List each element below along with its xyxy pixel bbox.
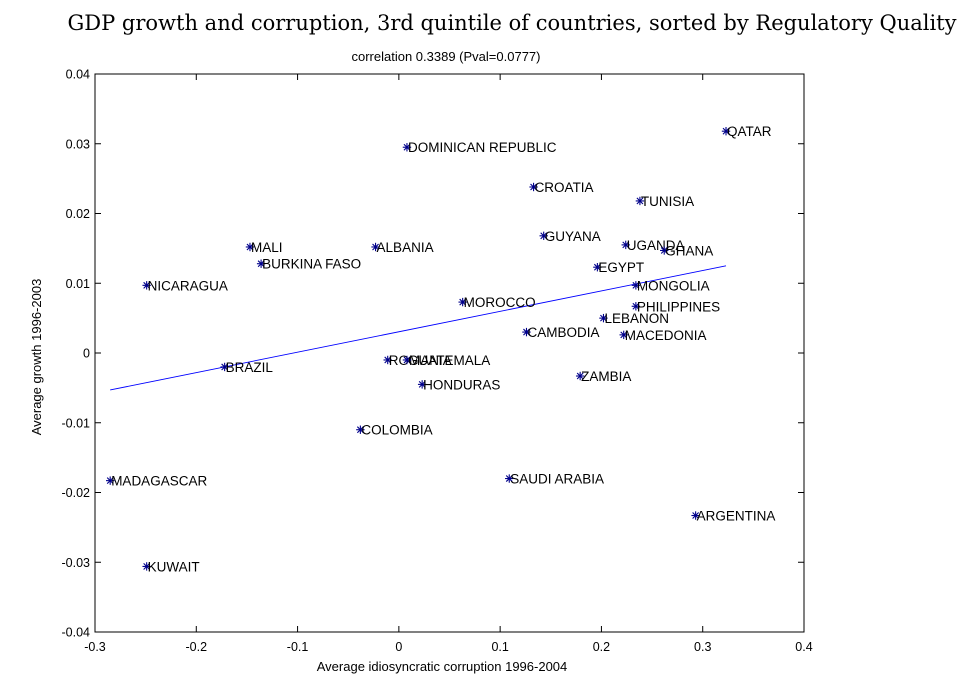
- point-label-lebanon: LEBANON: [604, 311, 669, 326]
- point-marker-tunisia: [635, 196, 645, 206]
- point-marker-burkina-faso: [256, 259, 266, 268]
- point-label-brazil: BRAZIL: [226, 360, 274, 375]
- point-marker-qatar: [721, 126, 731, 136]
- point-label-kuwait: KUWAIT: [148, 559, 200, 574]
- point-label-saudi-arabia: SAUDI ARABIA: [510, 472, 604, 487]
- point-marker-dominican-republic: [402, 143, 412, 152]
- y-tick-label: -0.03: [62, 556, 91, 570]
- point-label-zambia: ZAMBIA: [581, 369, 631, 384]
- point-label-madagascar: MADAGASCAR: [111, 474, 207, 489]
- point-label-macedonia: MACEDONIA: [625, 328, 707, 343]
- point-label-croatia: CROATIA: [535, 180, 594, 195]
- x-tick-label: 0: [395, 640, 402, 654]
- point-marker-guyana: [539, 231, 548, 241]
- x-tick-label: 0.2: [593, 640, 610, 654]
- point-label-morocco: MOROCCO: [464, 295, 536, 310]
- point-label-dominican-republic: DOMINICAN REPUBLIC: [408, 140, 557, 155]
- point-label-ghana: GHANA: [665, 243, 713, 258]
- point-label-argentina: ARGENTINA: [697, 509, 776, 524]
- point-marker-egypt: [593, 263, 602, 272]
- x-tick-label: -0.2: [186, 640, 208, 654]
- y-axis-ticks: -0.04 -0.03 -0.02 -0.01 0 0.01 0.02 0.03 0.04: [62, 68, 804, 640]
- point-label-guyana: GUYANA: [545, 229, 601, 244]
- y-tick-label: -0.02: [62, 486, 91, 500]
- x-tick-label: -0.1: [287, 640, 309, 654]
- point-marker-lebanon: [599, 313, 608, 323]
- point-marker-uganda: [621, 240, 630, 250]
- data-points: QATAR DOMINICAN REPUBLIC CROATIA TUNISIA GUY…: [105, 124, 776, 574]
- point-marker-zambia: [575, 371, 585, 381]
- x-axis-label: Average idiosyncratic corruption 1996-20…: [317, 659, 568, 674]
- point-label-guatemala: GUATEMALA: [408, 353, 490, 368]
- point-label-albania: ALBANIA: [377, 240, 434, 255]
- point-marker-mali: [245, 242, 255, 252]
- y-tick-label: 0.04: [66, 68, 90, 82]
- point-marker-romania: [383, 355, 392, 365]
- point-marker-colombia: [356, 425, 365, 434]
- chart-title: GDP growth and corruption, 3rd quintile …: [68, 11, 957, 35]
- point-marker-honduras: [417, 380, 427, 389]
- point-marker-croatia: [529, 182, 538, 192]
- point-marker-albania: [371, 242, 380, 252]
- point-label-egypt: EGYPT: [598, 260, 644, 275]
- point-marker-guatemala: [402, 355, 412, 365]
- point-marker-saudi-arabia: [505, 474, 514, 483]
- x-tick-label: 0.4: [795, 640, 812, 654]
- y-tick-label: 0.01: [66, 277, 90, 291]
- x-axis-ticks: -0.3 -0.2 -0.1 0 0.1 0.2 0.3 0.4: [84, 74, 813, 654]
- y-tick-label: 0.02: [66, 207, 90, 221]
- point-marker-cambodia: [522, 327, 531, 337]
- regression-line: [110, 265, 727, 391]
- point-marker-nicaragua: [142, 281, 151, 290]
- y-axis-label: Average growth 1996-2003: [29, 279, 44, 436]
- point-marker-ghana: [660, 246, 669, 255]
- point-label-qatar: QATAR: [727, 124, 772, 139]
- point-marker-madagascar: [105, 476, 115, 485]
- point-label-nicaragua: NICARAGUA: [148, 278, 228, 293]
- point-marker-brazil: [220, 362, 229, 372]
- y-tick-label: 0: [83, 347, 90, 361]
- x-tick-label: -0.3: [84, 640, 106, 654]
- point-label-honduras: HONDURAS: [423, 377, 500, 392]
- x-tick-label: 0.3: [694, 640, 711, 654]
- point-label-uganda: UGANDA: [627, 238, 685, 253]
- point-label-tunisia: TUNISIA: [641, 194, 694, 209]
- point-marker-argentina: [691, 511, 700, 520]
- chart-subtitle: correlation 0.3389 (Pval=0.0777): [352, 49, 541, 64]
- point-marker-philippines: [631, 302, 641, 311]
- point-label-cambodia: CAMBODIA: [527, 325, 599, 340]
- point-marker-morocco: [458, 297, 467, 307]
- x-tick-label: 0.1: [491, 640, 508, 654]
- point-marker-kuwait: [142, 562, 151, 571]
- point-marker-macedonia: [619, 330, 628, 340]
- point-label-colombia: COLOMBIA: [361, 423, 432, 438]
- point-label-burkina-faso: BURKINA FASO: [262, 257, 361, 272]
- y-tick-label: -0.01: [62, 416, 91, 430]
- y-tick-label: -0.04: [62, 626, 91, 640]
- y-tick-label: 0.03: [66, 137, 90, 151]
- point-label-philippines: PHILIPPINES: [637, 299, 720, 314]
- point-label-mali: MALI: [251, 240, 283, 255]
- point-marker-mongolia: [631, 281, 641, 290]
- point-label-mongolia: MONGOLIA: [637, 278, 710, 293]
